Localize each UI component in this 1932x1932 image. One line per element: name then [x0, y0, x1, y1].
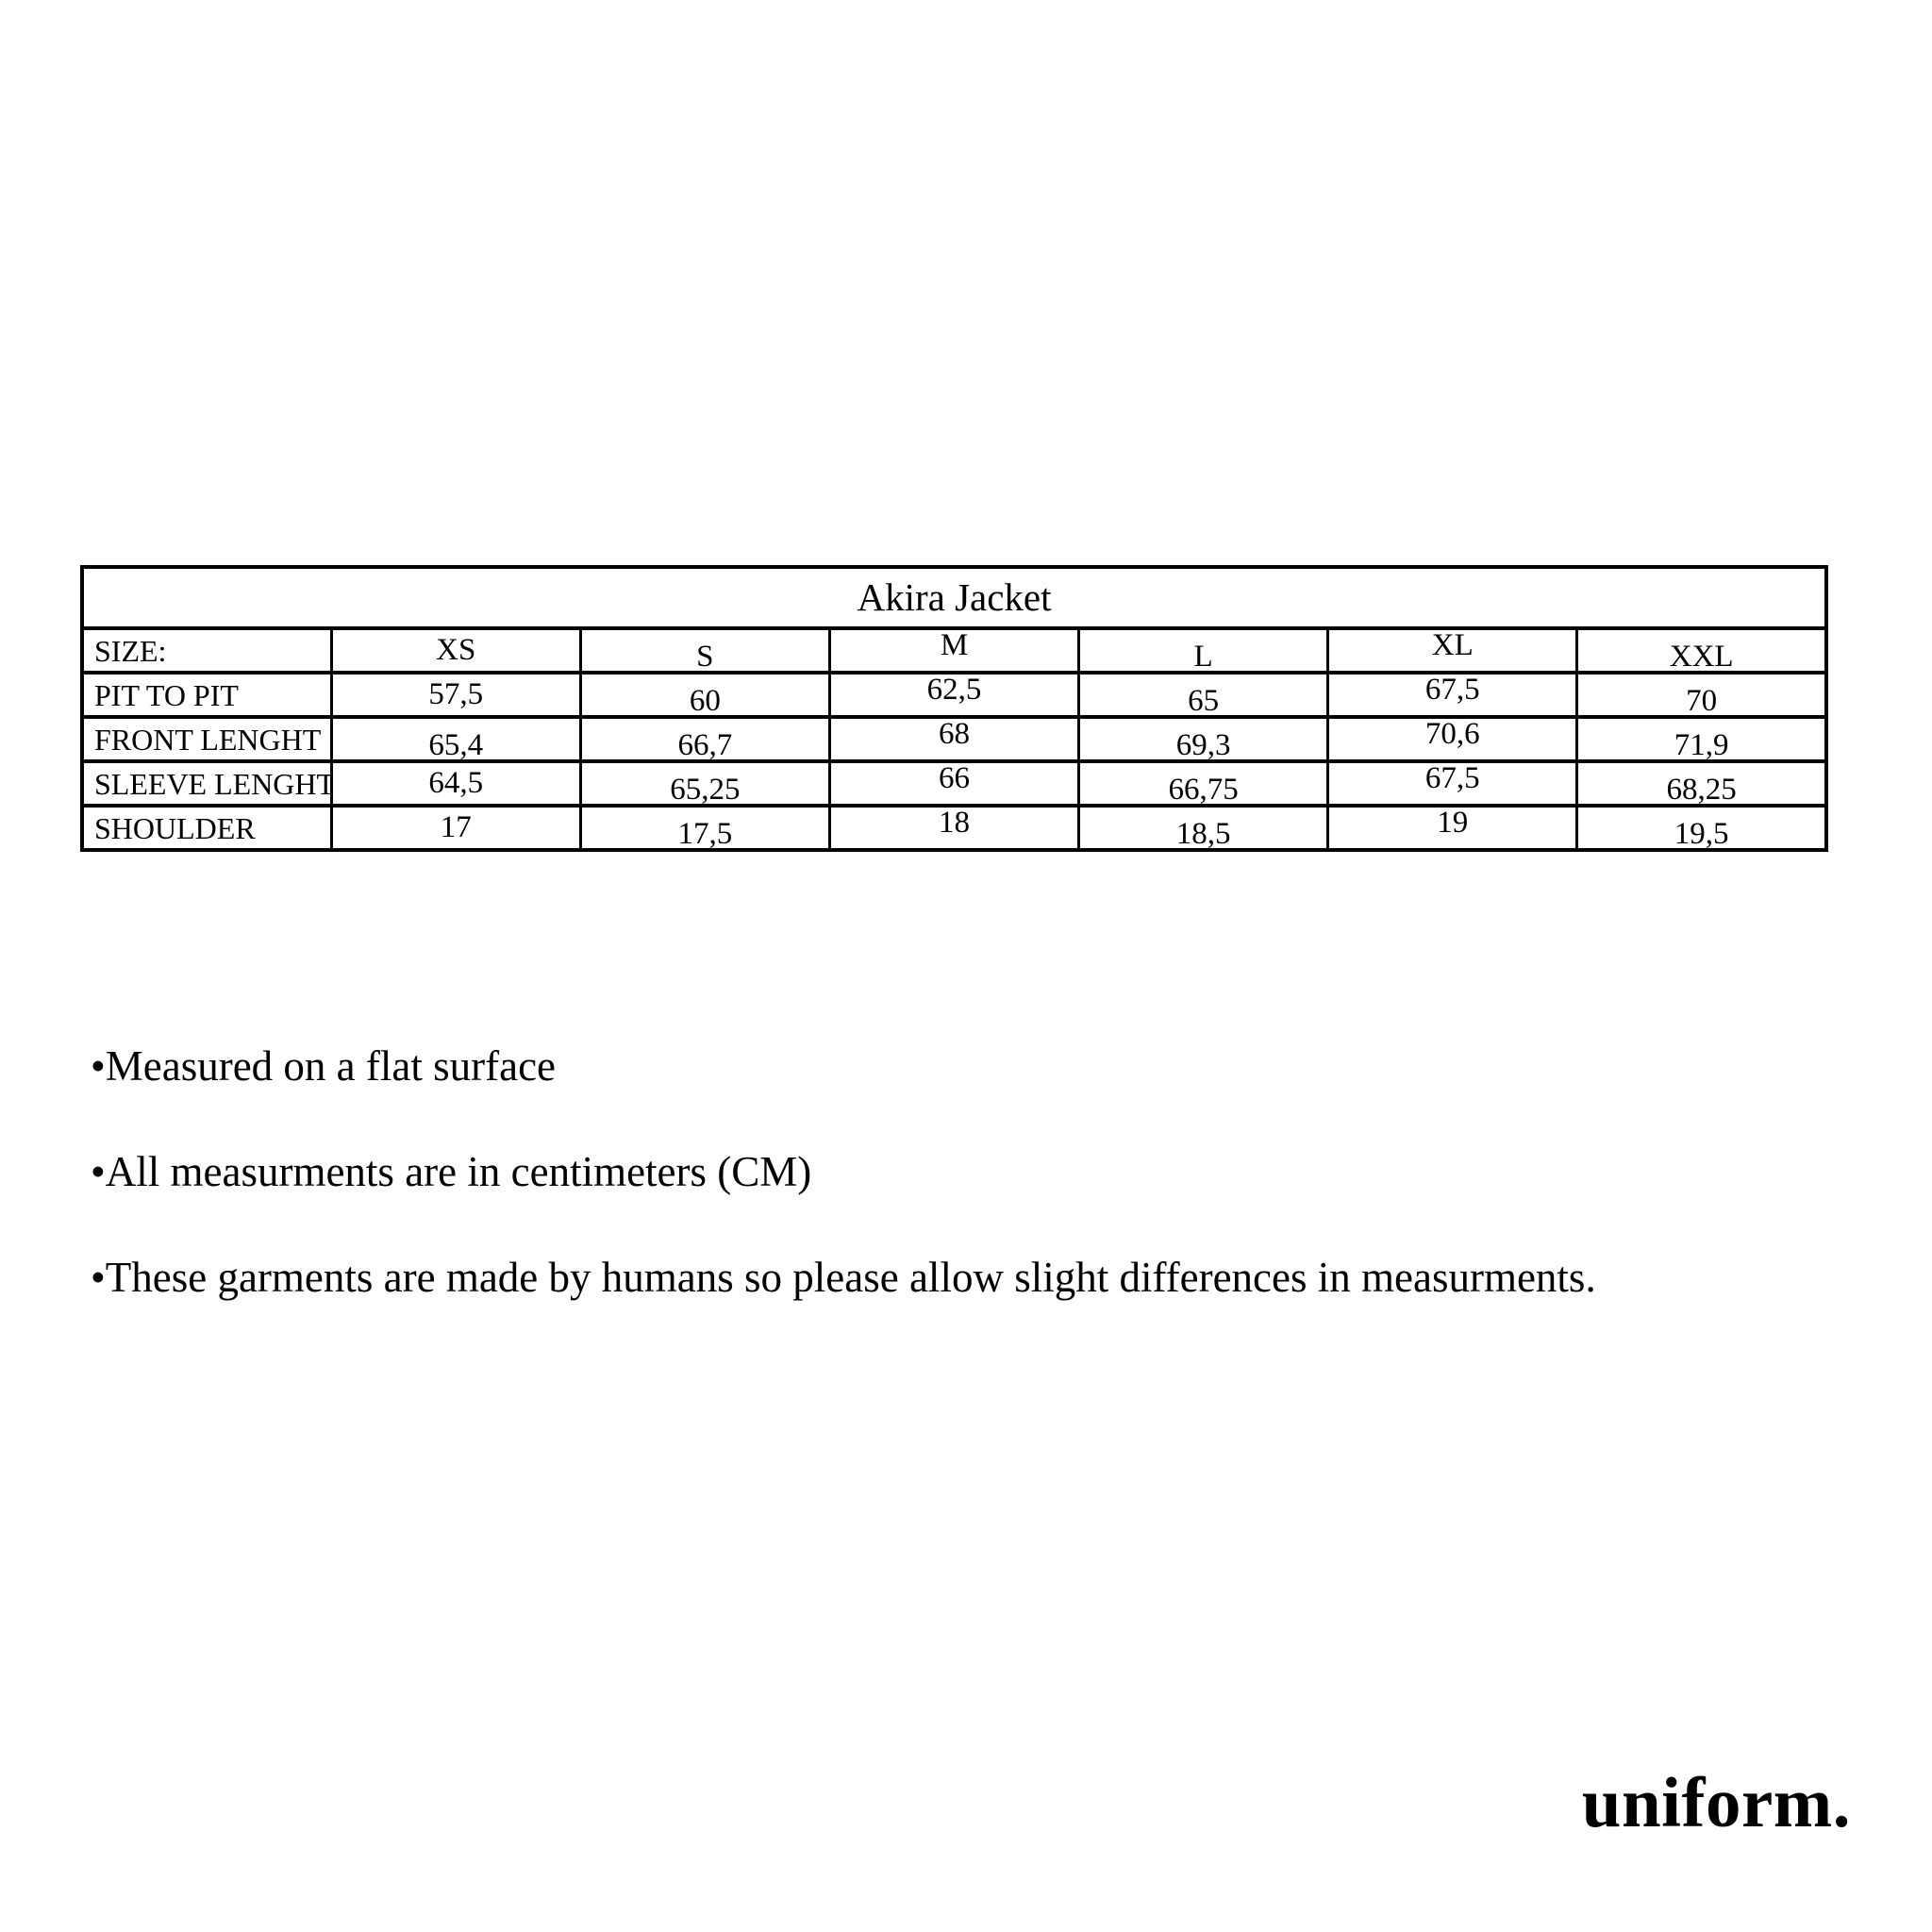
cell-value: 62,5 [926, 673, 982, 707]
cell-value: 66 [938, 761, 970, 795]
size-xxl-text: XXL [1669, 640, 1734, 673]
cell-pit-xxl: 70 [1575, 671, 1828, 719]
size-header-xs: XS [329, 626, 582, 675]
cell-value: 68 [938, 717, 970, 751]
size-header-m: M [827, 626, 1081, 675]
table-row-front-lenght: FRONT LENGHT 65,4 66,7 68 69,3 70,6 71,9 [80, 715, 1828, 763]
row-label: SHOULDER [80, 804, 333, 852]
cell-sleeve-xxl: 68,25 [1575, 759, 1828, 808]
cell-value: 67,5 [1424, 761, 1480, 795]
size-xl-text: XL [1431, 628, 1474, 662]
row-label: SLEEVE LENGHT [80, 759, 333, 808]
cell-value: 57,5 [428, 677, 484, 711]
note-measured-flat: •Measured on a flat surface [91, 1042, 557, 1090]
cell-front-s: 66,7 [578, 715, 831, 763]
cell-pit-m: 62,5 [827, 671, 1081, 719]
cell-front-l: 69,3 [1077, 715, 1330, 763]
cell-front-xl: 70,6 [1326, 715, 1579, 763]
table-row-shoulder: SHOULDER 17 17,5 18 18,5 19 19,5 [80, 804, 1828, 852]
cell-shoulder-s: 17,5 [578, 804, 831, 852]
cell-sleeve-s: 65,25 [578, 759, 831, 808]
row-label: PIT TO PIT [80, 671, 333, 719]
table-title: Akira Jacket [80, 565, 1828, 630]
note-handmade-tolerance: •These garments are made by humans so pl… [91, 1254, 1596, 1301]
cell-shoulder-m: 18 [827, 804, 1081, 852]
size-l-text: L [1193, 640, 1213, 673]
cell-value: 70,6 [1424, 717, 1480, 751]
cell-front-xs: 65,4 [329, 715, 582, 763]
note-units-cm: •All measurments are in centimeters (CM) [91, 1148, 812, 1195]
cell-pit-xl: 67,5 [1326, 671, 1579, 719]
cell-value: 18,5 [1175, 817, 1231, 850]
cell-shoulder-xxl: 19,5 [1575, 804, 1828, 852]
cell-value: 66,7 [677, 728, 733, 761]
cell-value: 65,4 [428, 728, 484, 761]
cell-value: 60 [689, 684, 721, 717]
table-row-sleeve-lenght: SLEEVE LENGHT 64,5 65,25 66 66,75 67,5 6… [80, 759, 1828, 808]
size-header-s: S [578, 626, 831, 675]
cell-front-xxl: 71,9 [1575, 715, 1828, 763]
cell-value: 19,5 [1674, 817, 1729, 850]
cell-value: 71,9 [1674, 728, 1729, 761]
cell-shoulder-xs: 17 [329, 804, 582, 852]
cell-value: 18 [938, 806, 970, 840]
size-header-xxl: XXL [1575, 626, 1828, 675]
cell-value: 65 [1188, 684, 1220, 717]
cell-value: 64,5 [428, 766, 484, 800]
row-label: FRONT LENGHT [80, 715, 333, 763]
size-s-text: S [696, 640, 714, 673]
size-xs-text: XS [436, 633, 476, 667]
cell-value: 68,25 [1666, 773, 1737, 806]
cell-sleeve-xs: 64,5 [329, 759, 582, 808]
cell-sleeve-xl: 67,5 [1326, 759, 1579, 808]
cell-value: 19 [1437, 806, 1469, 840]
cell-pit-s: 60 [578, 671, 831, 719]
size-m-text: M [940, 628, 969, 662]
cell-value: 69,3 [1175, 728, 1231, 761]
cell-value: 67,5 [1424, 673, 1480, 707]
cell-shoulder-l: 18,5 [1077, 804, 1330, 852]
table-title-row: Akira Jacket [80, 565, 1828, 630]
size-header-label: SIZE: [80, 626, 333, 675]
cell-value: 70 [1686, 684, 1718, 717]
cell-shoulder-xl: 19 [1326, 804, 1579, 852]
size-header-l: L [1077, 626, 1330, 675]
cell-value: 17,5 [677, 817, 733, 850]
brand-logo: uniform. [1581, 1764, 1851, 1842]
cell-pit-l: 65 [1077, 671, 1330, 719]
size-chart-table: Akira Jacket SIZE: XS S M L XL XXL PIT T… [80, 565, 1828, 852]
cell-value: 65,25 [670, 773, 741, 806]
cell-value: 17 [440, 810, 472, 844]
cell-front-m: 68 [827, 715, 1081, 763]
cell-pit-xs: 57,5 [329, 671, 582, 719]
cell-sleeve-m: 66 [827, 759, 1081, 808]
table-row-pit-to-pit: PIT TO PIT 57,5 60 62,5 65 67,5 70 [80, 671, 1828, 719]
cell-value: 66,75 [1168, 773, 1239, 806]
size-header-row: SIZE: XS S M L XL XXL [80, 626, 1828, 675]
size-header-xl: XL [1326, 626, 1579, 675]
cell-sleeve-l: 66,75 [1077, 759, 1330, 808]
